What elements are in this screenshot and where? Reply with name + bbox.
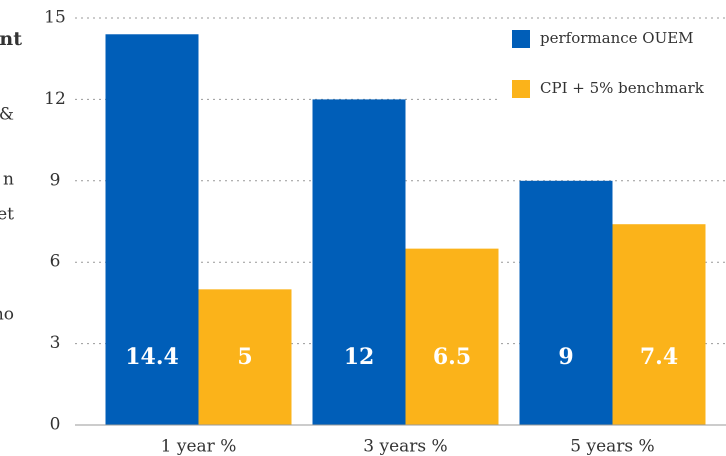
bar: [519, 180, 613, 425]
cropped-text: &: [0, 105, 14, 125]
y-tick-label: 3: [50, 333, 61, 353]
x-tick-label: 5 years %: [570, 437, 654, 456]
cropped-text: nt: [0, 28, 22, 50]
value-label: 7.4: [640, 344, 678, 370]
value-label: 6.5: [433, 344, 471, 370]
y-tick-label: 12: [44, 89, 66, 109]
bar: [405, 248, 499, 425]
x-tick-label: 3 years %: [363, 437, 447, 456]
y-tick-label: 9: [50, 170, 61, 190]
value-label: 9: [558, 344, 573, 370]
value-label: 14.4: [125, 344, 179, 370]
legend-swatch: [512, 30, 530, 48]
bar: [612, 224, 706, 425]
legend-label: CPI + 5% benchmark: [540, 79, 705, 97]
y-tick-label: 0: [50, 415, 61, 435]
y-tick-label: 6: [50, 252, 61, 272]
bar: [198, 289, 292, 425]
y-tick-label: 15: [44, 8, 66, 28]
cropped-text: n: [3, 170, 14, 190]
cropped-text: no: [0, 305, 14, 325]
cropped-text: et: [0, 205, 14, 225]
bar: [312, 99, 406, 426]
legend-label: performance OUEM: [540, 29, 694, 47]
value-label: 12: [344, 344, 375, 370]
legend-swatch: [512, 80, 530, 98]
x-tick-label: 1 year %: [161, 437, 237, 456]
value-label: 5: [237, 344, 252, 370]
bar: [105, 34, 199, 425]
legend-background: [500, 20, 726, 110]
